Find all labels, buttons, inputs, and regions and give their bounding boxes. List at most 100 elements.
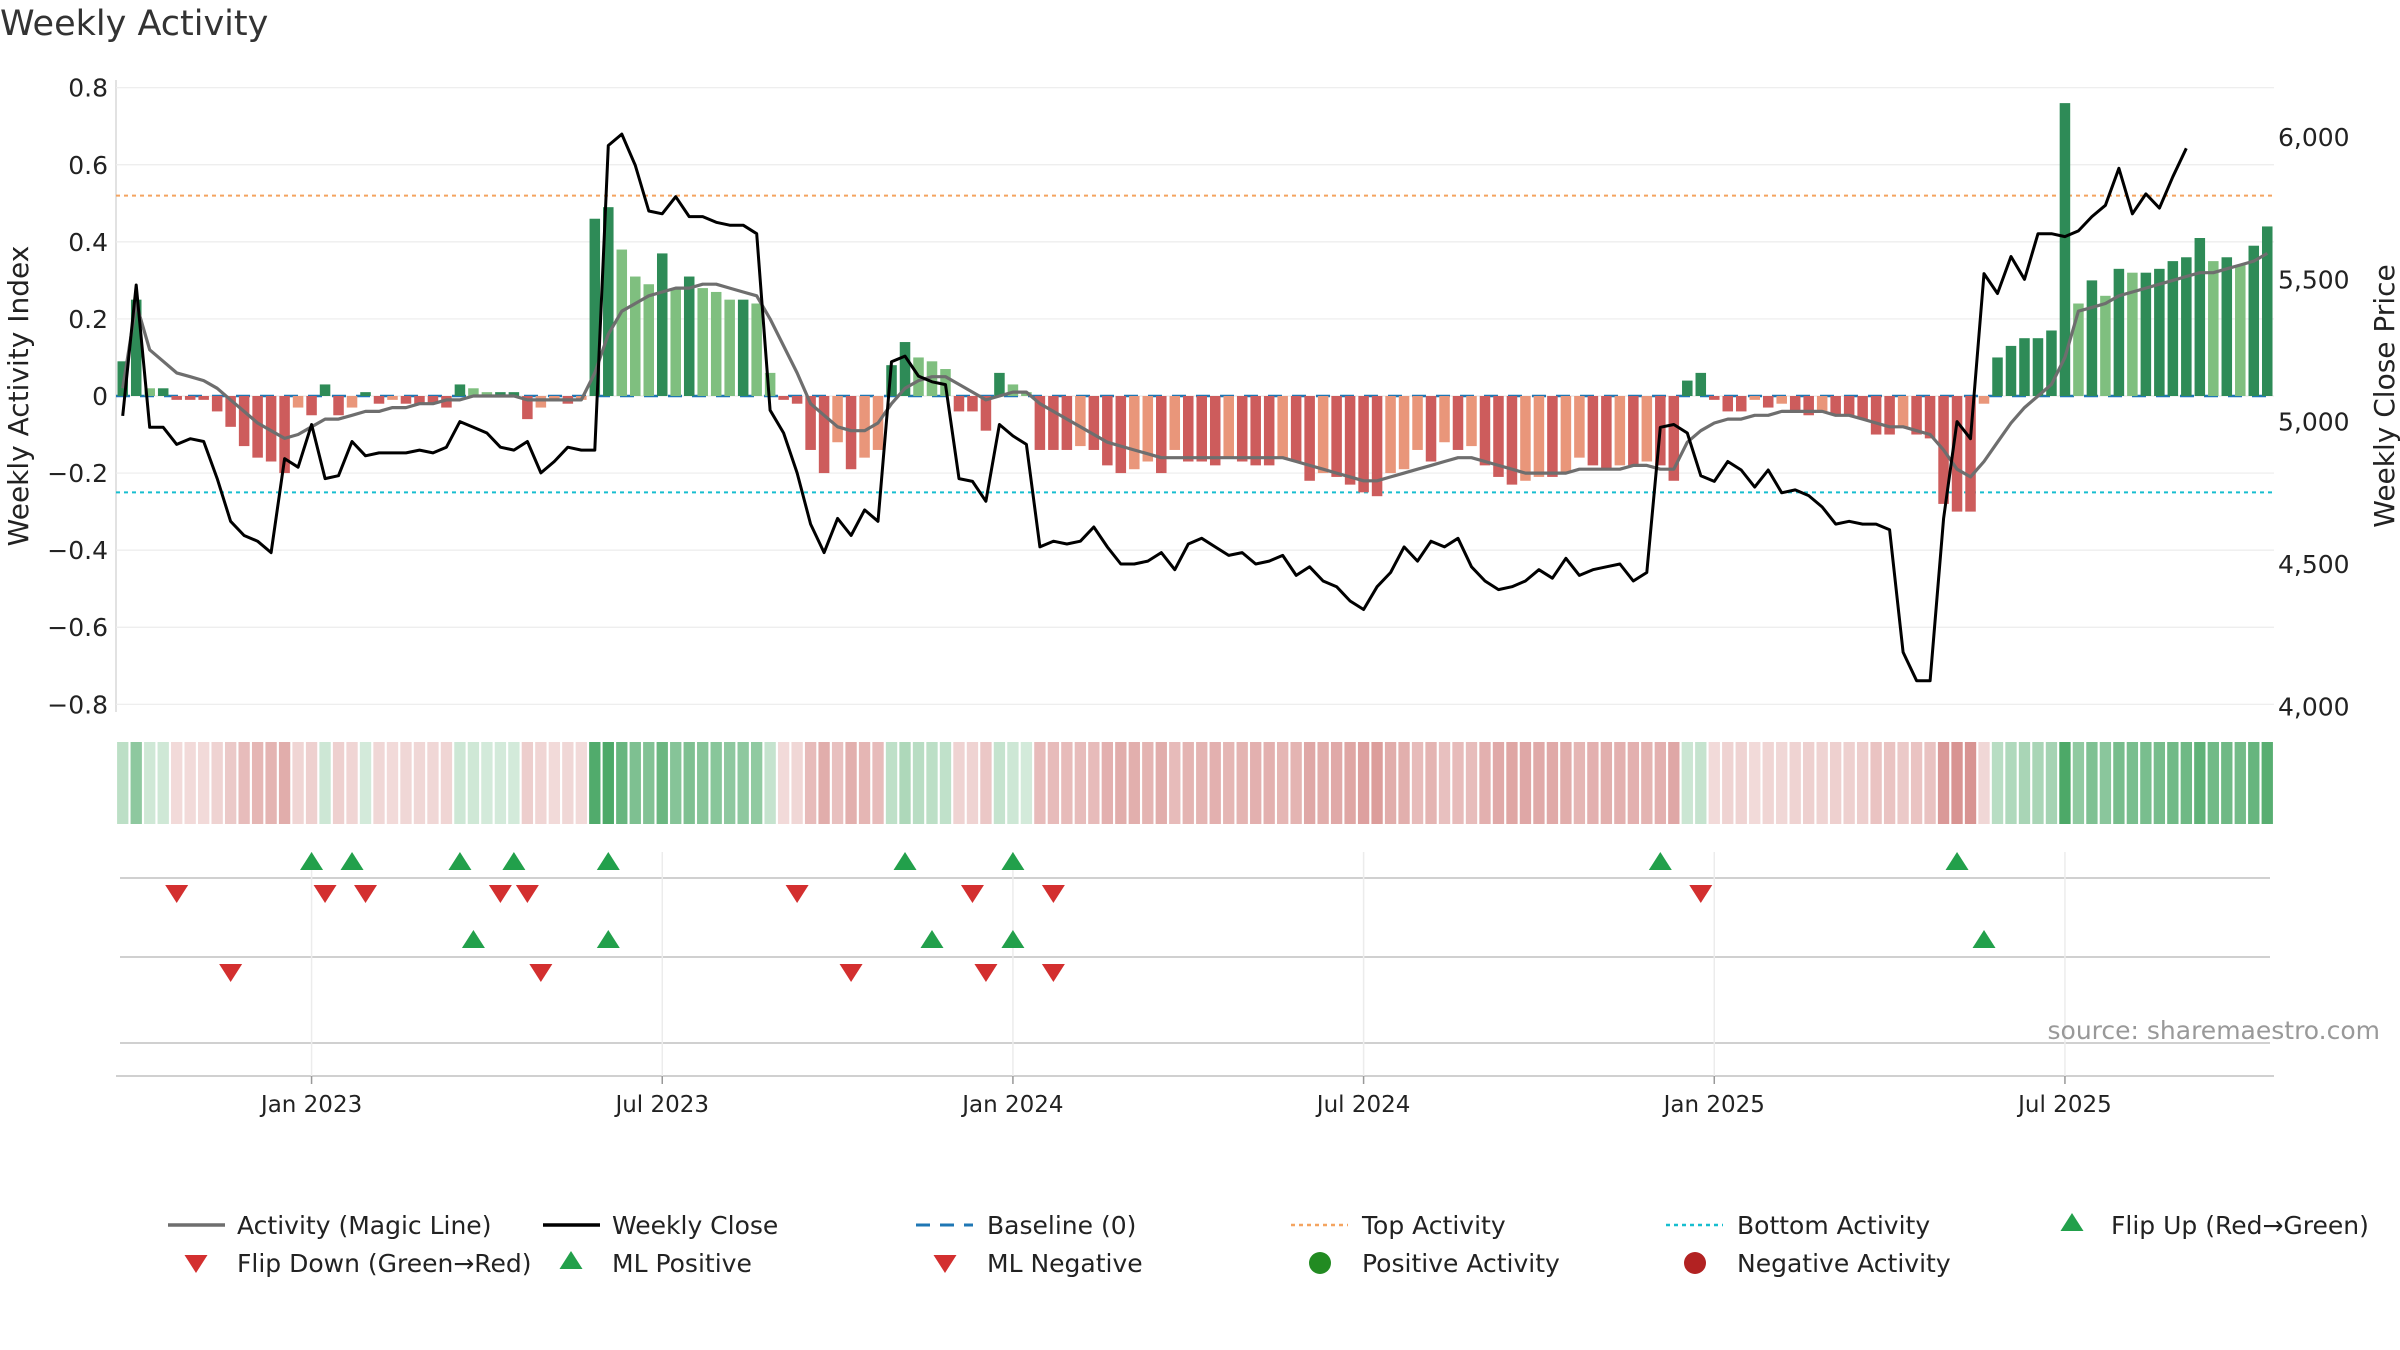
activity-bar: [292, 396, 304, 408]
heat-cell: [427, 742, 439, 824]
heat-cell: [710, 742, 722, 824]
heat-cell: [1776, 742, 1788, 824]
heat-cell: [481, 742, 493, 824]
heat-cell: [1681, 742, 1693, 824]
heat-cell: [198, 742, 210, 824]
heat-cell: [400, 742, 412, 824]
activity-bars: [117, 103, 2273, 512]
heat-cell: [1330, 742, 1343, 824]
activity-bar: [926, 361, 938, 396]
activity-bar: [967, 396, 978, 412]
heat-cell: [2248, 742, 2260, 824]
heat-cell: [1600, 742, 1613, 824]
heat-cell: [1088, 742, 1100, 824]
activity-bar: [710, 291, 722, 396]
heat-cell: [2221, 742, 2233, 824]
activity-bar: [225, 396, 236, 427]
legend-label-flip-up: Flip Up (Red→Green): [2111, 1211, 2369, 1240]
activity-bar: [2019, 338, 2030, 396]
activity-bar: [1560, 396, 1572, 474]
reference-lines: [116, 194, 2274, 494]
activity-bar: [818, 396, 830, 474]
activity-bar: [481, 392, 493, 396]
heat-cell: [1722, 742, 1734, 824]
activity-bar: [1129, 396, 1140, 470]
heat-cell: [2140, 742, 2152, 824]
heat-cell: [494, 742, 507, 824]
heat-cell: [1223, 742, 1235, 824]
heat-cell: [737, 742, 749, 824]
activity-bar: [1668, 396, 1680, 481]
activity-bar: [2127, 272, 2138, 396]
activity-bar: [589, 218, 601, 396]
heat-cell: [670, 742, 682, 824]
activity-bar: [1452, 396, 1464, 450]
flip-up-marker: [340, 852, 364, 870]
activity-bar: [1439, 396, 1450, 443]
flip-up-marker: [1648, 852, 1672, 870]
activity-bar: [1398, 396, 1410, 470]
heat-cell: [2018, 742, 2031, 824]
activity-bar: [2248, 245, 2260, 396]
activity-bar: [130, 299, 142, 396]
activity-bar: [1196, 396, 1208, 462]
activity-bar: [373, 396, 385, 404]
activity-bar: [1358, 396, 1369, 493]
activity-bar: [549, 396, 560, 400]
heat-cell: [413, 742, 426, 824]
heat-cell: [966, 742, 979, 824]
flip-up-marker: [1001, 852, 1025, 870]
heat-cell: [535, 742, 547, 824]
heat-cell: [804, 742, 817, 824]
flip-up-marker: [502, 852, 526, 870]
activity-bar: [1843, 396, 1855, 416]
heat-cell: [265, 742, 277, 824]
y-tick-label-right: 5,000: [2278, 408, 2350, 437]
y-axis-label-left: Weekly Activity Index: [2, 246, 35, 547]
heat-cell: [305, 742, 318, 824]
legend-label-ml-negative: ML Negative: [987, 1249, 1143, 1278]
activity-bar: [1735, 396, 1747, 412]
activity-bar: [252, 396, 263, 458]
heat-cell: [1074, 742, 1087, 824]
y-tick-label-left: −0.4: [47, 536, 108, 565]
heat-cell: [278, 742, 291, 824]
activity-bar: [198, 396, 209, 400]
legend-swatch-down-triangle: [933, 1255, 957, 1273]
flip-up-marker: [1945, 852, 1969, 870]
activity-bar: [2208, 261, 2219, 396]
y-tick-label-right: 4,500: [2278, 550, 2350, 579]
heat-cell: [953, 742, 965, 824]
activity-bar: [1223, 396, 1234, 458]
ml-negative-marker: [839, 964, 863, 982]
activity-bar: [522, 396, 533, 420]
heat-cell: [2153, 742, 2166, 824]
heat-cell: [616, 742, 628, 824]
activity-bar: [508, 392, 520, 396]
activity-bar: [306, 396, 317, 416]
heat-cell: [2194, 742, 2206, 824]
activity-bar: [1412, 396, 1423, 450]
activity-bar: [441, 396, 452, 408]
legend: Activity (Magic Line) Weekly Close Baselin…: [168, 1211, 2369, 1278]
activity-bar: [495, 392, 506, 396]
legend-swatch-up-triangle: [559, 1251, 583, 1269]
flip-down-marker: [313, 885, 337, 903]
heat-cell: [2086, 742, 2098, 824]
heat-cell: [1303, 742, 1316, 824]
activity-bar: [1425, 396, 1437, 462]
activity-bar: [2005, 345, 2017, 396]
heat-cell: [1452, 742, 1464, 824]
heat-cell: [926, 742, 938, 824]
heat-cell: [2099, 742, 2112, 824]
heat-cell: [872, 742, 884, 824]
heat-cell: [2045, 742, 2058, 824]
heat-cell: [1411, 742, 1424, 824]
heat-cell: [1250, 742, 1262, 824]
activity-bar: [1506, 396, 1518, 485]
activity-bar: [2140, 272, 2152, 396]
heat-cell: [2167, 742, 2179, 824]
heat-cell: [1317, 742, 1329, 824]
activity-bar: [1156, 396, 1167, 474]
